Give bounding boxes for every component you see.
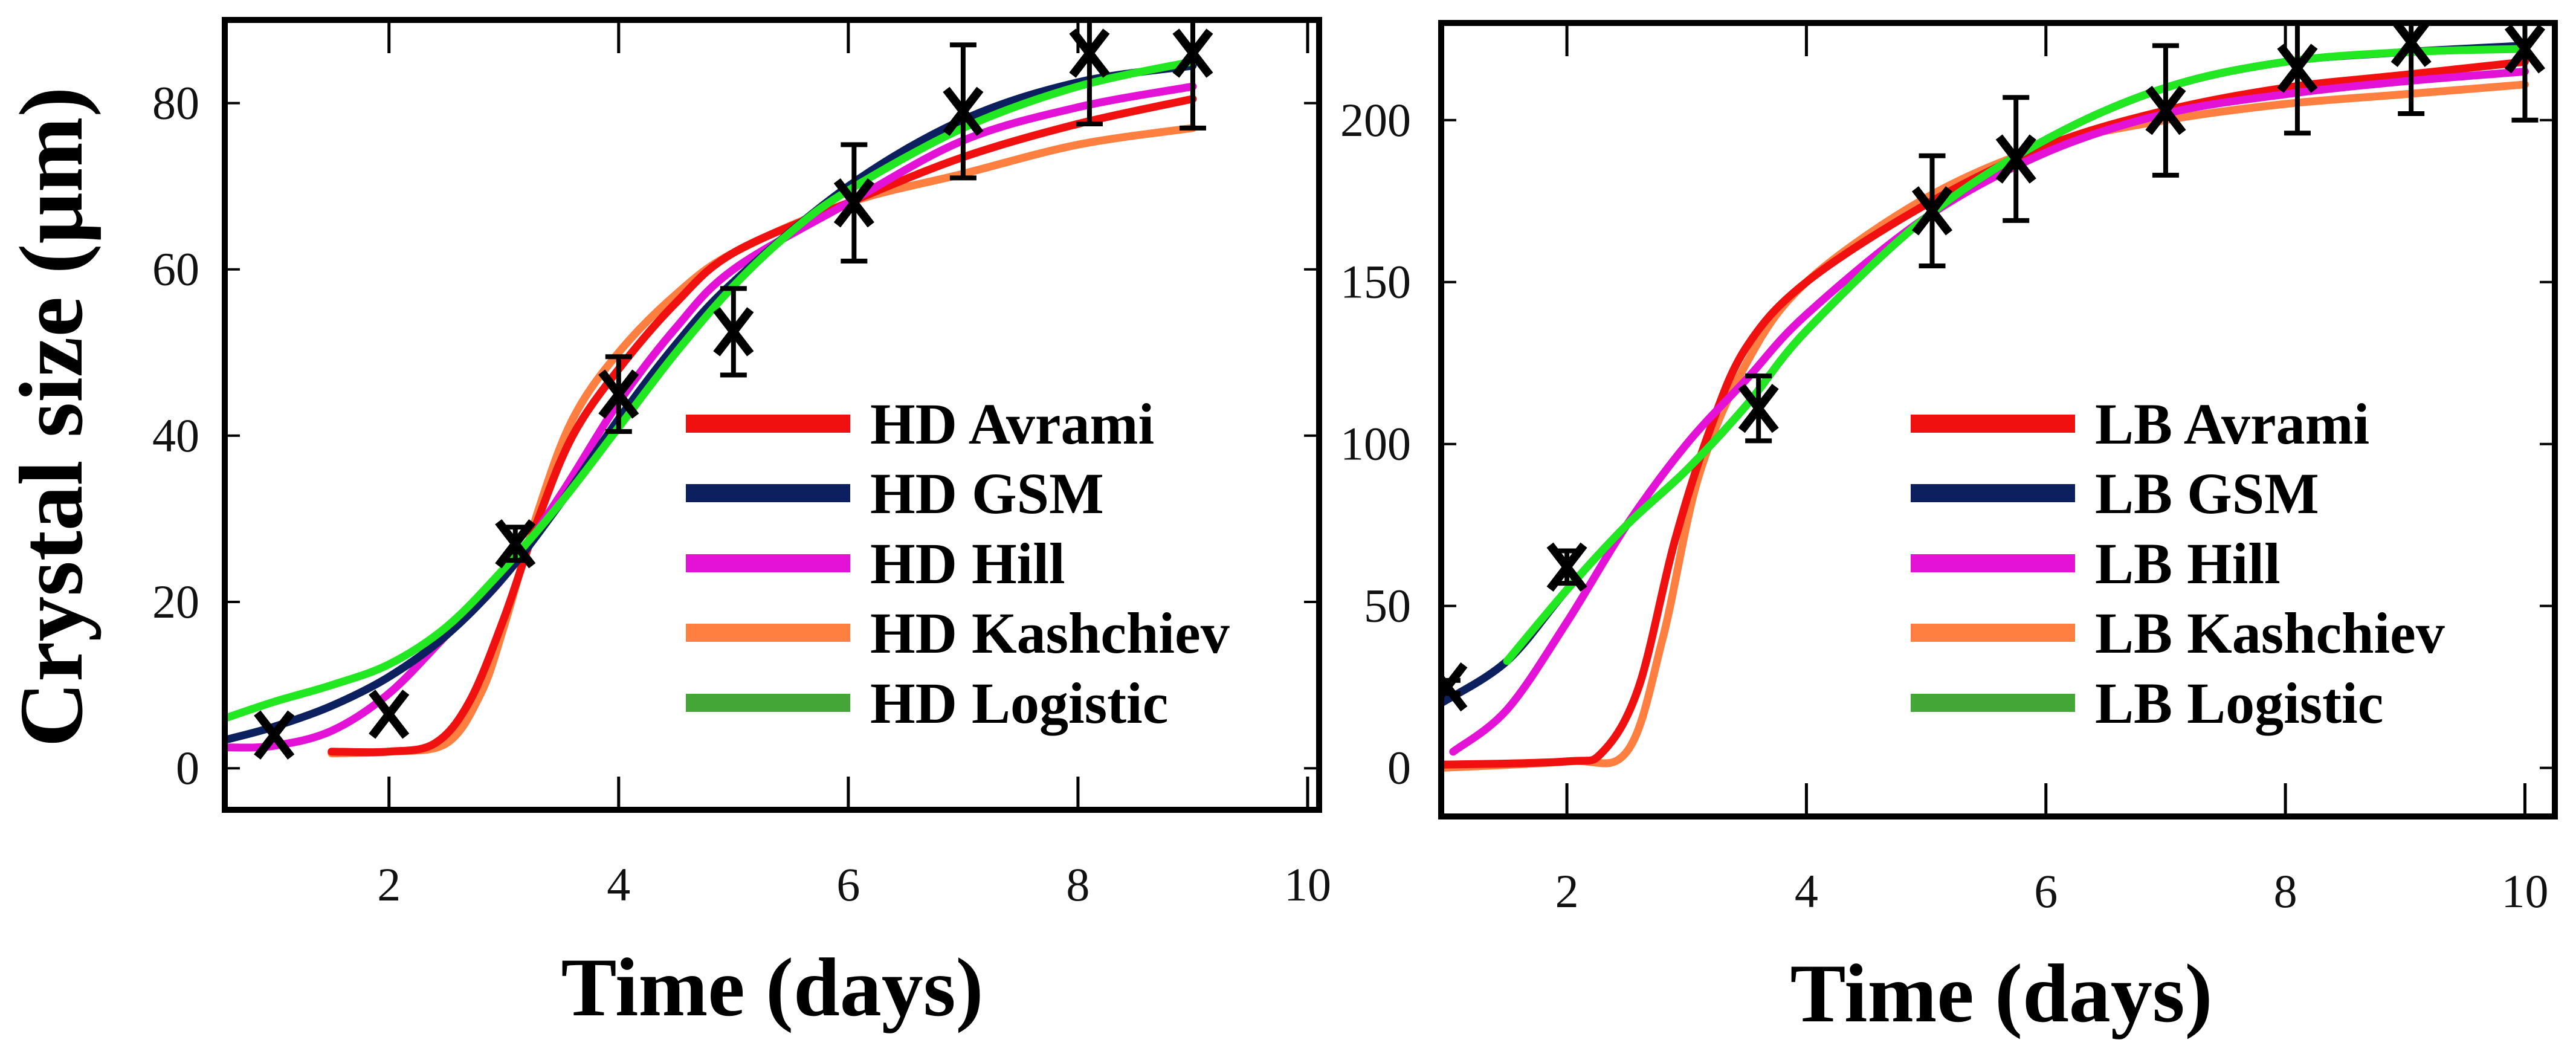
x-tick-label: 8 [1066, 858, 1089, 911]
y-tick-label: 0 [176, 742, 199, 794]
x-tick-label: 8 [2274, 865, 2297, 917]
plot-frame [222, 17, 1322, 813]
legend-label: HD GSM [870, 461, 1104, 526]
legend-label: HD Hill [870, 531, 1065, 596]
x-tick-label: 10 [1284, 858, 1331, 911]
legend-label: LB GSM [2095, 461, 2319, 526]
data-point-marker [833, 178, 874, 228]
series-line-lb-hill [1449, 67, 2529, 756]
data-point-marker [369, 690, 410, 739]
data-point-marker [254, 710, 295, 760]
x-tick-label: 6 [836, 858, 860, 911]
x-tick-label: 4 [1795, 865, 1818, 917]
y-tick-label: 150 [1340, 256, 1411, 308]
legend-swatch [1911, 554, 2075, 572]
data-point-marker [1995, 134, 2036, 184]
data-point-marker [1546, 542, 1587, 592]
legend-label: LB Hill [2095, 531, 2281, 596]
legend-label: HD Kashchiev [870, 601, 1230, 665]
legend-label: LB Avrami [2095, 392, 2369, 456]
x-tick-label: 4 [607, 858, 630, 911]
legend-swatch [1911, 624, 2075, 642]
data-point-marker [943, 86, 984, 137]
data-point-marker [2390, 23, 2432, 67]
data-point-marker [1441, 662, 1468, 712]
data-point-marker [713, 307, 754, 357]
data-point-marker [1172, 28, 1213, 78]
x-tick-label: 10 [2501, 865, 2548, 917]
y-tick-label: 80 [152, 77, 199, 129]
legend-swatch [686, 484, 850, 502]
y-tick-label: 40 [152, 409, 199, 462]
legend-swatch [1911, 694, 2075, 712]
data-point-marker [2145, 86, 2186, 135]
x-tick-label: 6 [2034, 865, 2058, 917]
legend-label: HD Logistic [870, 671, 1168, 735]
plot-frame [1438, 20, 2558, 819]
y-tick-label: 60 [152, 243, 199, 296]
legend-label: LB Kashchiev [2095, 601, 2445, 665]
data-point-marker [2504, 24, 2546, 74]
legend-label: HD Avrami [870, 392, 1154, 456]
data-point-marker [2277, 44, 2318, 93]
data-point-marker [1069, 28, 1110, 78]
legend-swatch [686, 554, 850, 572]
legend-swatch [686, 415, 850, 433]
legend-swatch [1911, 484, 2075, 502]
data-point-marker [598, 369, 639, 419]
data-point-marker [495, 519, 536, 569]
y-tick-label: 20 [152, 575, 199, 628]
series-line-lb-logistic [1503, 45, 2529, 665]
y-tick-label: 100 [1340, 418, 1411, 470]
data-point-marker [1911, 186, 1953, 236]
plot-area [225, 20, 1213, 760]
legend-label: LB Logistic [2095, 671, 2383, 735]
plot-area [1441, 23, 2546, 772]
data-point-marker [1738, 384, 1779, 433]
y-tick-label: 0 [1387, 742, 1411, 794]
y-tick-label: 200 [1340, 94, 1411, 146]
x-axis-label-right: Time (days) [1790, 947, 2213, 1039]
legend-swatch [686, 624, 850, 642]
x-axis-label-left: Time (days) [561, 941, 984, 1033]
legend-swatch [1911, 415, 2075, 433]
y-axis-label-left: Crystal size (μm) [1, 87, 102, 748]
x-tick-label: 2 [377, 858, 401, 911]
y-tick-label: 50 [1364, 580, 1411, 632]
x-tick-label: 2 [1555, 865, 1579, 917]
legend-swatch [686, 694, 850, 712]
